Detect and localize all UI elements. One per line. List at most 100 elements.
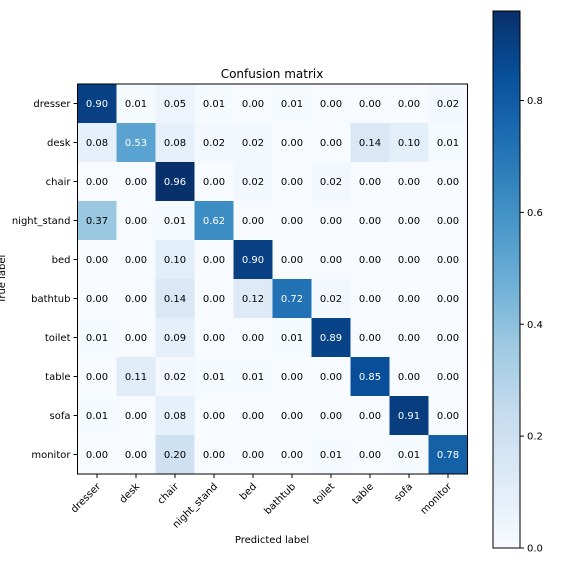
heatmap-cell — [77, 318, 117, 358]
heatmap-cell — [389, 240, 429, 280]
heatmap-cell — [272, 240, 312, 280]
heatmap-cell — [389, 396, 429, 436]
cell-value-label: 0.72 — [281, 294, 303, 305]
cell-value-label: 0.90 — [86, 99, 108, 110]
x-tick-label: dresser — [69, 481, 104, 516]
cell-value-label: 0.00 — [281, 450, 303, 461]
cell-value-label: 0.37 — [86, 216, 108, 227]
heatmap-cell — [116, 201, 156, 241]
cell-value-label: 0.00 — [86, 177, 108, 188]
heatmap-cell — [233, 123, 273, 163]
heatmap-cell — [155, 84, 195, 124]
heatmap-cell — [428, 396, 468, 436]
cell-value-label: 0.00 — [398, 255, 420, 266]
heatmap-cell — [194, 396, 234, 436]
cell-value-label: 0.00 — [125, 450, 147, 461]
cell-value-label: 0.00 — [203, 411, 225, 422]
heatmap-cell — [155, 240, 195, 280]
heatmap-cell — [194, 279, 234, 319]
colorbar-tick-label: 0.8 — [527, 96, 543, 107]
cell-value-label: 0.02 — [203, 138, 225, 149]
cell-value-label: 0.02 — [242, 138, 264, 149]
heatmap-cell — [77, 240, 117, 280]
cell-value-label: 0.02 — [242, 177, 264, 188]
cell-value-label: 0.01 — [281, 333, 303, 344]
cell-value-label: 0.01 — [281, 99, 303, 110]
heatmap-cell — [428, 201, 468, 241]
heatmap-cell — [428, 279, 468, 319]
y-tick-label: night_stand — [12, 216, 71, 227]
heatmap-cell — [194, 435, 234, 475]
heatmap-cell — [311, 435, 351, 475]
heatmap-cell — [116, 162, 156, 202]
heatmap-cell — [233, 396, 273, 436]
cell-value-label: 0.01 — [86, 411, 108, 422]
colorbar-tick-label: 0.0 — [527, 544, 543, 555]
heatmap-cell — [350, 240, 390, 280]
x-axis-label: Predicted label — [235, 535, 309, 546]
heatmap-cell — [272, 279, 312, 319]
cell-value-label: 0.01 — [203, 99, 225, 110]
cell-value-label: 0.00 — [86, 255, 108, 266]
x-tick-label: monitor — [419, 481, 455, 517]
heatmap-cell — [116, 318, 156, 358]
heatmap-cell — [311, 84, 351, 124]
cell-value-label: 0.00 — [398, 99, 420, 110]
y-tick-label: chair — [46, 177, 72, 188]
heatmap-cell — [77, 84, 117, 124]
x-tick-label: sofa — [393, 481, 416, 504]
x-tick-label: table — [350, 481, 376, 507]
heatmap-cell — [116, 279, 156, 319]
cell-value-label: 0.00 — [125, 177, 147, 188]
cell-value-label: 0.00 — [359, 99, 381, 110]
heatmap-cell — [272, 84, 312, 124]
heatmap-cell — [272, 318, 312, 358]
heatmap-cell — [311, 318, 351, 358]
y-tick-label: table — [45, 372, 70, 383]
cell-value-label: 0.00 — [437, 216, 459, 227]
y-tick-label: bathtub — [31, 294, 70, 305]
cell-value-label: 0.01 — [125, 99, 147, 110]
cell-value-label: 0.05 — [164, 99, 186, 110]
cell-value-label: 0.01 — [437, 138, 459, 149]
cell-value-label: 0.00 — [320, 99, 342, 110]
heatmap-cell — [350, 162, 390, 202]
heatmap-cell — [155, 396, 195, 436]
colorbar-tick-label: 0.2 — [527, 432, 543, 443]
heatmap-cell — [116, 435, 156, 475]
cell-value-label: 0.01 — [164, 216, 186, 227]
heatmap-cell — [194, 357, 234, 397]
y-tick-label: desk — [47, 138, 71, 149]
heatmap-cell — [428, 240, 468, 280]
cell-value-label: 0.08 — [164, 138, 186, 149]
cell-value-label: 0.10 — [164, 255, 186, 266]
colorbar-tick-label: 0.4 — [527, 320, 543, 331]
cell-value-label: 0.00 — [359, 411, 381, 422]
heatmap-cell — [116, 396, 156, 436]
heatmap-cell — [311, 279, 351, 319]
x-tick-label: bathtub — [263, 481, 299, 517]
heatmap-cell — [233, 435, 273, 475]
heatmap-cell — [155, 279, 195, 319]
cell-value-label: 0.00 — [242, 333, 264, 344]
cell-value-label: 0.00 — [359, 255, 381, 266]
heatmap-cell — [428, 435, 468, 475]
cell-value-label: 0.00 — [437, 294, 459, 305]
cell-value-label: 0.00 — [242, 411, 264, 422]
y-tick-label: sofa — [50, 411, 71, 422]
cell-value-label: 0.00 — [125, 216, 147, 227]
cell-value-label: 0.10 — [398, 138, 420, 149]
cell-value-label: 0.00 — [437, 372, 459, 383]
heatmap-cell — [233, 240, 273, 280]
cell-value-label: 0.00 — [320, 411, 342, 422]
cell-value-label: 0.00 — [203, 255, 225, 266]
cell-value-label: 0.00 — [398, 333, 420, 344]
heatmap-cell — [350, 396, 390, 436]
cell-value-label: 0.20 — [164, 450, 186, 461]
x-tick-label: desk — [118, 481, 143, 506]
heatmap-cells: 0.90 0.01 0.05 0.01 0.00 0.01 0.00 0.00 0.00 0.02… — [77, 84, 468, 475]
heatmap-cell — [350, 357, 390, 397]
heatmap-cell — [155, 435, 195, 475]
heatmap-cell — [350, 84, 390, 124]
